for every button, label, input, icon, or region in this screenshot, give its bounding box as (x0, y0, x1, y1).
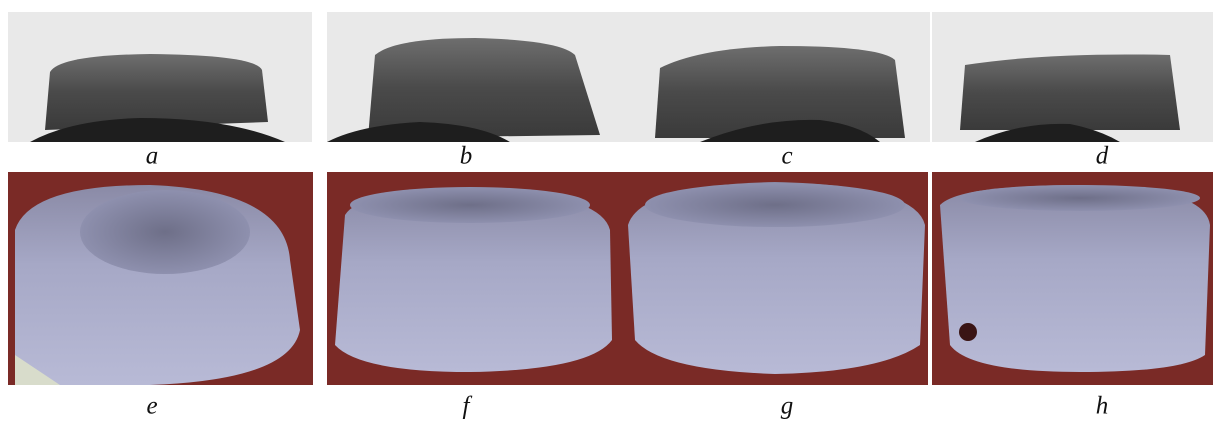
panel-label: e (146, 393, 157, 420)
render-panel (327, 172, 626, 385)
xray-panel (932, 12, 1213, 142)
panel-label: g (781, 393, 794, 420)
render-panel (8, 172, 313, 385)
panel-label: a (146, 143, 159, 170)
render-panel (932, 172, 1213, 385)
render-panel (626, 172, 928, 385)
panel-label: c (781, 143, 792, 170)
panel-label: f (463, 393, 473, 420)
xray-panel (8, 12, 312, 142)
panel-label: b (460, 143, 473, 170)
panel-label: h (1096, 393, 1109, 420)
xray-panel (648, 12, 930, 142)
xray-panel (327, 12, 648, 142)
panel-label: d (1096, 143, 1109, 170)
figure: a b c d e f g h (0, 0, 1222, 423)
